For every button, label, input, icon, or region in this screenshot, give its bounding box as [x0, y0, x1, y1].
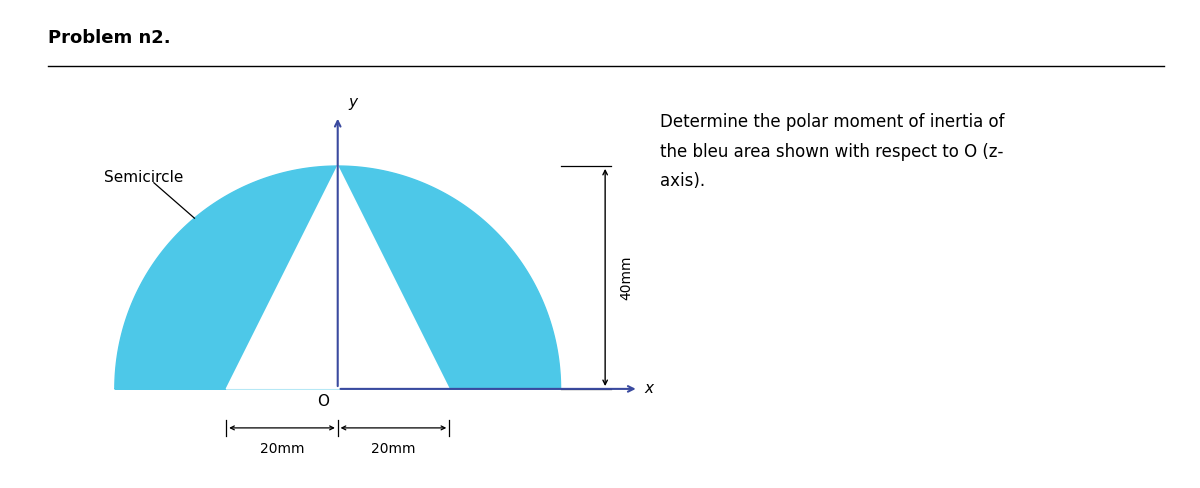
Text: O: O	[317, 394, 329, 409]
Text: Determine the polar moment of inertia of
the bleu area shown with respect to O (: Determine the polar moment of inertia of…	[660, 113, 1004, 190]
Text: y: y	[349, 95, 358, 110]
Text: Problem n2.: Problem n2.	[48, 29, 170, 47]
Text: 20mm: 20mm	[259, 442, 305, 456]
Text: Semicircle: Semicircle	[103, 170, 184, 184]
Text: 20mm: 20mm	[371, 442, 415, 456]
Text: x: x	[644, 382, 653, 396]
Polygon shape	[227, 166, 449, 389]
Text: 40mm: 40mm	[619, 255, 634, 300]
Polygon shape	[115, 166, 560, 389]
